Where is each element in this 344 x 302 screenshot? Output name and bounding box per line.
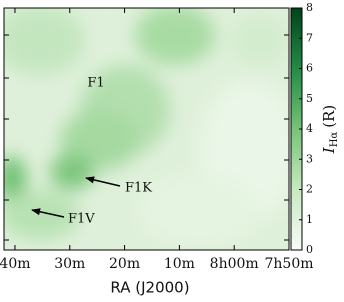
colorbar-tick-label: 8	[306, 1, 313, 14]
arrow	[31, 208, 65, 218]
colorbar-symbol: I	[320, 146, 338, 154]
y-axis-ticks	[4, 34, 289, 241]
x-axis-label: RA (J2000)	[110, 279, 189, 297]
colorbar-tick-label: 7	[306, 31, 313, 44]
x-tick-label: 20m	[109, 256, 140, 272]
x-tick-label: 8h00m	[210, 256, 259, 272]
x-tick-label: 7h50m	[264, 256, 313, 272]
colorbar-tick-label: 3	[306, 152, 313, 165]
colorbar-unit: (R)	[320, 105, 338, 128]
colorbar-tick-label: 1	[306, 213, 313, 226]
colorbar-tick-label: 0	[306, 243, 313, 256]
h-alpha-image	[4, 8, 289, 250]
colorbar-label: IHα (R)	[320, 105, 340, 154]
annotation: F1V	[68, 212, 95, 227]
annotation: F1K	[125, 181, 152, 196]
x-tick-label: 40m	[0, 256, 31, 272]
colorbar-tick-label: 5	[306, 92, 313, 105]
x-tick-label: 30m	[54, 256, 85, 272]
annotation: F1	[87, 76, 104, 91]
arrow	[85, 176, 121, 187]
colorbar-tick-label: 2	[306, 183, 313, 196]
colorbar-tick-label: 6	[306, 62, 313, 75]
colorbar-subscript: Hα	[329, 132, 340, 148]
colorbar-tick-label: 4	[306, 122, 313, 135]
x-tick-label: 10m	[164, 256, 195, 272]
